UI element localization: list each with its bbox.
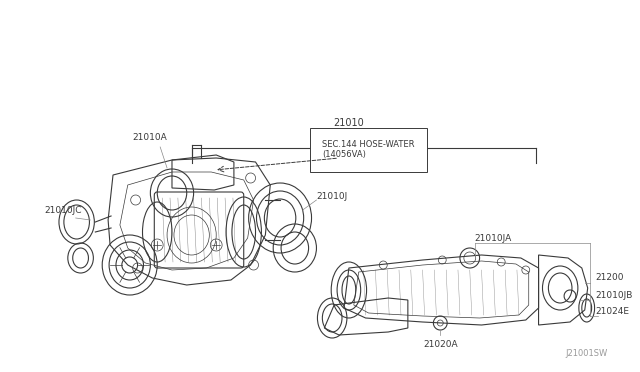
Text: 21010JB: 21010JB <box>596 292 633 301</box>
Text: 21010: 21010 <box>333 118 364 128</box>
Text: 21010JC: 21010JC <box>44 205 82 215</box>
Text: 21010JA: 21010JA <box>475 234 512 243</box>
Text: 21020A: 21020A <box>423 340 458 349</box>
Text: J21001SW: J21001SW <box>565 349 607 358</box>
Text: 21010J: 21010J <box>316 192 348 201</box>
Text: 21024E: 21024E <box>596 308 630 317</box>
Text: 21010A: 21010A <box>132 133 167 142</box>
Text: 21200: 21200 <box>596 273 624 282</box>
Text: SEC.144 HOSE-WATER
(14056VA): SEC.144 HOSE-WATER (14056VA) <box>323 140 415 159</box>
